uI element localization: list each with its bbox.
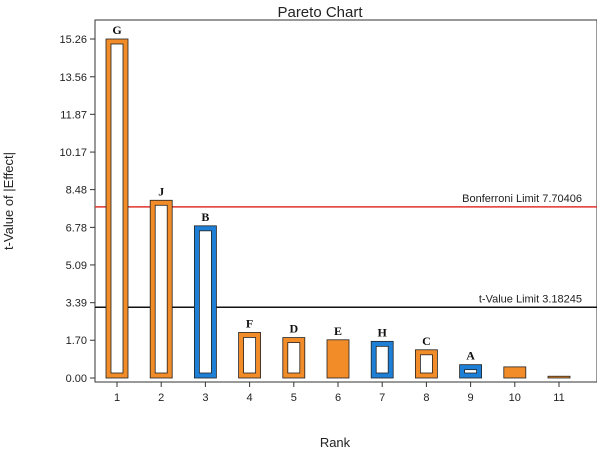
bar (326, 339, 350, 379)
bar-label: G (112, 23, 121, 37)
x-tick-label: 4 (247, 392, 253, 404)
chart-title: Pareto Chart (277, 4, 363, 21)
x-tick-label: 6 (335, 392, 341, 404)
x-tick-label: 9 (468, 392, 474, 404)
x-axis: 1 2 3 4 5 6 7 8 9 10 11 (114, 382, 565, 404)
bar-inner (287, 342, 301, 374)
x-axis-title: Rank (320, 435, 351, 450)
x-tick-label: 11 (553, 392, 564, 404)
bar-inner (375, 345, 389, 374)
y-tick-label: 3.39 (66, 298, 87, 310)
y-tick-label: 0.00 (66, 373, 87, 385)
y-axis-title: t-Value of |Effect| (1, 152, 16, 250)
y-tick-label: 13.56 (59, 72, 87, 84)
bar-inner (110, 43, 124, 374)
reference-lines: Bonferroni Limit 7.70406 t-Value Limit 3.… (95, 193, 597, 309)
bar-inner (154, 204, 168, 374)
bar-label: A (466, 349, 475, 363)
bar-label: J (158, 184, 164, 198)
plot-area (94, 19, 597, 383)
x-tick-label: 5 (291, 392, 297, 404)
bar-inner (198, 230, 212, 374)
bar-inner (243, 337, 257, 374)
y-axis: 0.00 1.70 3.39 5.09 6.78 8.48 10.17 11.87 13.56 1… (59, 34, 95, 385)
y-tick-label: 1.70 (66, 335, 87, 347)
bar-label: H (378, 325, 388, 339)
bar-label: F (246, 316, 253, 330)
x-tick-label: 7 (379, 392, 385, 404)
x-tick-label: 8 (423, 392, 429, 404)
bar-inner (464, 369, 478, 374)
bar (503, 366, 527, 379)
bar-inner (419, 354, 433, 374)
y-tick-label: 8.48 (66, 185, 87, 197)
y-tick-label: 11.87 (60, 109, 87, 121)
bar-label: D (289, 322, 298, 336)
reference-line-label: t-Value Limit 3.18245 (479, 293, 582, 305)
y-tick-label: 6.78 (66, 222, 87, 234)
bar (547, 375, 571, 379)
reference-line-label: Bonferroni Limit 7.70406 (462, 193, 582, 205)
bars: G J B F D E H C A (105, 23, 571, 379)
bar-label: E (334, 324, 342, 338)
x-tick-label: 2 (158, 392, 164, 404)
bar-label: C (422, 334, 431, 348)
y-tick-label: 15.26 (59, 34, 87, 46)
y-tick-label: 10.17 (59, 147, 87, 159)
x-tick-label: 10 (509, 392, 521, 404)
y-tick-label: 5.09 (66, 260, 87, 272)
x-tick-label: 1 (114, 392, 120, 404)
x-tick-label: 3 (202, 392, 208, 404)
bar-label: B (201, 210, 209, 224)
